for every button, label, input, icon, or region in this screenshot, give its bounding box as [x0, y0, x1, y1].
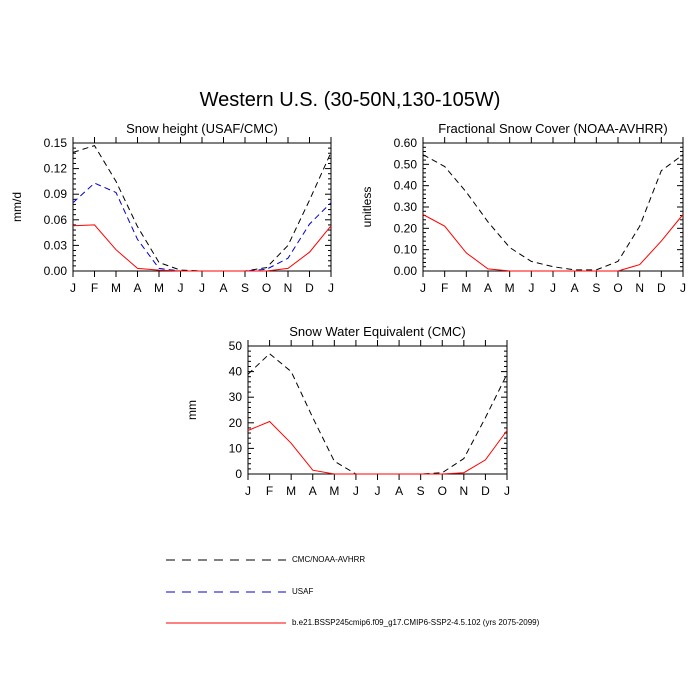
y-tick-label: 40 — [229, 365, 243, 379]
y-tick-label: 0.00 — [394, 264, 418, 278]
x-tick-label: N — [284, 281, 293, 295]
y-tick-label: 0.15 — [44, 136, 68, 150]
x-tick-label: D — [305, 281, 314, 295]
x-tick-label: F — [441, 281, 448, 295]
series-line-2 — [72, 182, 332, 272]
chart-panel-1: 0.000.030.060.090.120.15J F M A M J J A S O N D JSno… — [10, 121, 334, 295]
y-tick-label: 0.10 — [394, 243, 418, 257]
y-tick-label: 50 — [229, 339, 243, 353]
y-tick-label: 0.06 — [44, 213, 68, 227]
x-tick-label: J — [328, 281, 334, 295]
legend-label-cmc: CMC/NOAA-AVHRR — [292, 555, 366, 564]
y-tick-label: 30 — [229, 390, 243, 404]
x-tick-label: J — [178, 281, 184, 295]
x-tick-label: J — [420, 281, 426, 295]
y-tick-label: 0.03 — [44, 238, 68, 252]
x-tick-label: A — [133, 281, 141, 295]
x-tick-label: M — [505, 281, 515, 295]
y-tick-label: 0.12 — [44, 162, 68, 176]
legend-label-usaf: USAF — [292, 587, 314, 596]
legend-label-model: b.e21.BSSP245cmip6.f09_g17.CMIP6-SSP2-4.… — [292, 618, 540, 627]
x-tick-label: N — [459, 484, 468, 498]
x-tick-label: O — [262, 281, 271, 295]
x-tick-label: M — [154, 281, 164, 295]
series-line-1 — [247, 353, 508, 475]
x-tick-label: J — [375, 484, 381, 498]
x-tick-label: F — [91, 281, 98, 295]
x-tick-label: A — [484, 281, 492, 295]
y-axis-label: unitless — [360, 187, 374, 228]
series-line-1 — [72, 145, 332, 272]
y-tick-label: 0.09 — [44, 187, 68, 201]
x-tick-label: M — [329, 484, 339, 498]
x-tick-label: M — [111, 281, 121, 295]
x-tick-label: M — [286, 484, 296, 498]
x-tick-label: N — [635, 281, 644, 295]
y-tick-label: 20 — [229, 416, 243, 430]
chart-panel-2: 0.000.100.200.300.400.500.60J F M A M J J A S O N D… — [360, 121, 686, 295]
x-tick-label: F — [266, 484, 273, 498]
plot-frame — [247, 345, 508, 475]
series-line-1 — [422, 154, 684, 271]
x-tick-label: S — [417, 484, 425, 498]
x-tick-label: O — [613, 281, 622, 295]
y-tick-label: 0.20 — [394, 221, 418, 235]
y-tick-label: 0.40 — [394, 179, 418, 193]
series-line-3 — [72, 224, 332, 272]
x-tick-label: J — [245, 484, 251, 498]
x-tick-label: J — [550, 281, 556, 295]
y-tick-label: 0.50 — [394, 157, 418, 171]
y-axis-label: mm/d — [10, 192, 24, 222]
series-line-2 — [422, 214, 684, 272]
x-tick-label: J — [528, 281, 534, 295]
x-tick-label: A — [219, 281, 227, 295]
x-tick-label: A — [571, 281, 579, 295]
x-tick-label: J — [199, 281, 205, 295]
x-tick-label: M — [461, 281, 471, 295]
plot-frame — [422, 142, 684, 272]
plot-frame — [72, 142, 332, 272]
x-tick-label: J — [70, 281, 76, 295]
x-tick-label: J — [353, 484, 359, 498]
x-tick-label: A — [395, 484, 403, 498]
chart-title: Snow height (USAF/CMC) — [126, 121, 278, 136]
x-tick-label: S — [592, 281, 600, 295]
y-axis-label: mm — [185, 400, 199, 420]
x-tick-label: D — [481, 484, 490, 498]
x-tick-label: J — [680, 281, 686, 295]
series-line-2 — [247, 420, 508, 475]
chart-title: Fractional Snow Cover (NOAA-AVHRR) — [438, 121, 667, 136]
x-tick-label: D — [657, 281, 666, 295]
x-tick-label: J — [504, 484, 510, 498]
x-tick-label: O — [438, 484, 447, 498]
figure-title: Western U.S. (30-50N,130-105W) — [199, 89, 501, 111]
y-tick-label: 0.00 — [44, 264, 68, 278]
y-tick-label: 0.30 — [394, 200, 418, 214]
x-tick-label: A — [309, 484, 317, 498]
y-tick-label: 10 — [229, 441, 243, 455]
chart-title: Snow Water Equivalent (CMC) — [289, 324, 466, 339]
y-tick-label: 0.60 — [394, 136, 418, 150]
x-tick-label: S — [241, 281, 249, 295]
y-tick-label: 0 — [235, 467, 242, 481]
